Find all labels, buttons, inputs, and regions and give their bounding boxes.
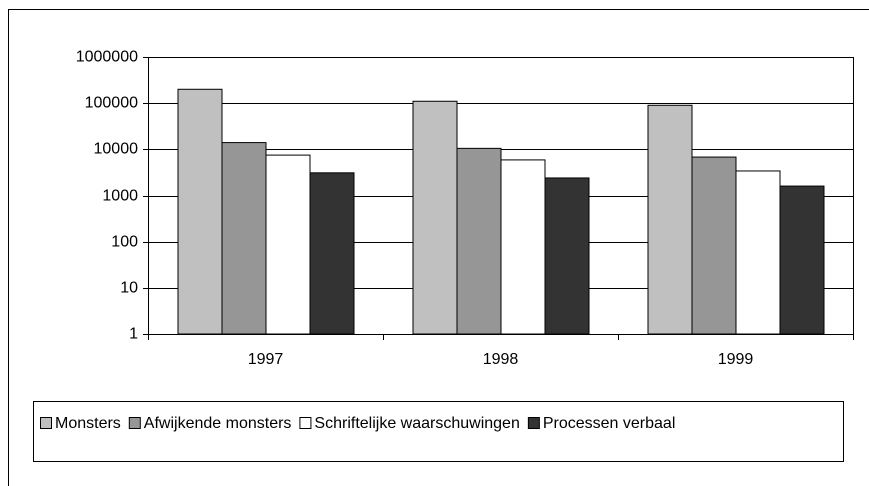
bar <box>177 88 223 335</box>
x-tick-label: 1999 <box>718 351 754 368</box>
legend-label: Monsters <box>55 415 121 432</box>
legend-swatch <box>128 417 141 429</box>
bar <box>735 170 781 335</box>
bar <box>221 142 267 335</box>
chart-frame <box>8 9 869 486</box>
legend-label: Schriftelijke waarschuwingen <box>314 415 519 432</box>
y-tick-label: 10000 <box>94 141 139 158</box>
x-tick-label: 1997 <box>248 351 284 368</box>
legend-swatch <box>299 417 312 429</box>
legend-label: Processen verbaal <box>543 415 676 432</box>
x-tick-label: 1998 <box>483 351 519 368</box>
y-tick-label: 10 <box>120 280 138 297</box>
bar <box>500 159 546 335</box>
legend-swatch <box>527 417 540 429</box>
legend-swatch <box>40 417 52 429</box>
y-tick-label: 1 <box>129 326 138 343</box>
legend-label: Afwijkende monsters <box>144 415 292 432</box>
y-tick-label: 1000 <box>102 188 138 205</box>
y-tick-label: 100 <box>111 234 138 251</box>
bar <box>309 172 355 335</box>
bar <box>265 154 311 335</box>
bar <box>779 185 825 335</box>
legend-box <box>33 401 844 462</box>
bar <box>456 147 502 335</box>
bar <box>412 100 458 335</box>
bar <box>647 104 693 335</box>
y-tick-label: 1000000 <box>76 49 138 66</box>
bar <box>544 177 590 335</box>
bar <box>691 156 737 335</box>
y-tick-label: 100000 <box>85 95 138 112</box>
